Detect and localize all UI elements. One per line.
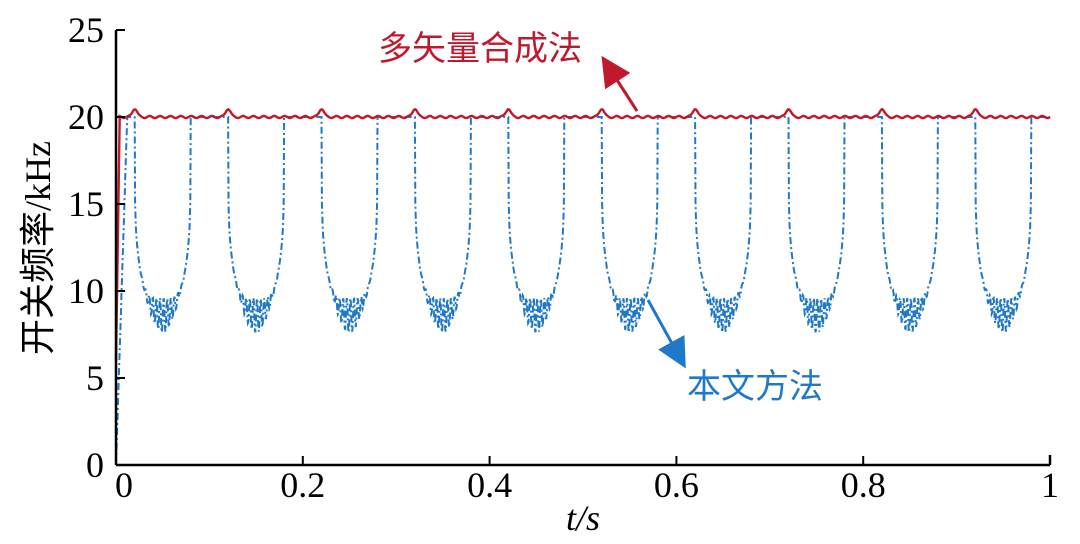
y-tick-label: 10 (68, 271, 104, 311)
x-tick-label: 0.4 (467, 465, 512, 505)
x-tick-label: 0.2 (280, 465, 325, 505)
arrow-proposed (646, 299, 686, 369)
series-line-multivector (114, 107, 1051, 361)
y-tick-label: 15 (68, 184, 104, 224)
x-ticks: 0 0.2 0.4 0.6 0.8 1 (115, 456, 1059, 505)
legend-label-proposed: 本文方法 (687, 367, 823, 407)
x-tick-label: 0 (115, 465, 133, 505)
x-tick-label: 0.8 (841, 465, 886, 505)
legend-label-multivector: 多矢量合成法 (378, 29, 582, 69)
x-axis-title: t/s (566, 498, 600, 538)
y-tick-label: 5 (86, 358, 104, 398)
series-layer (114, 107, 1051, 466)
series-line-proposed (115, 116, 1050, 466)
x-tick-label: 0.6 (654, 465, 699, 505)
x-tick-label: 1 (1041, 465, 1059, 505)
y-axis-title: 开关频率/kHz (18, 141, 58, 355)
y-tick-label: 20 (68, 97, 104, 137)
y-tick-label: 25 (68, 10, 104, 50)
y-tick-label: 0 (86, 445, 104, 485)
arrow-multivector (601, 55, 639, 112)
y-ticks: 0 5 10 15 20 25 (68, 10, 125, 485)
